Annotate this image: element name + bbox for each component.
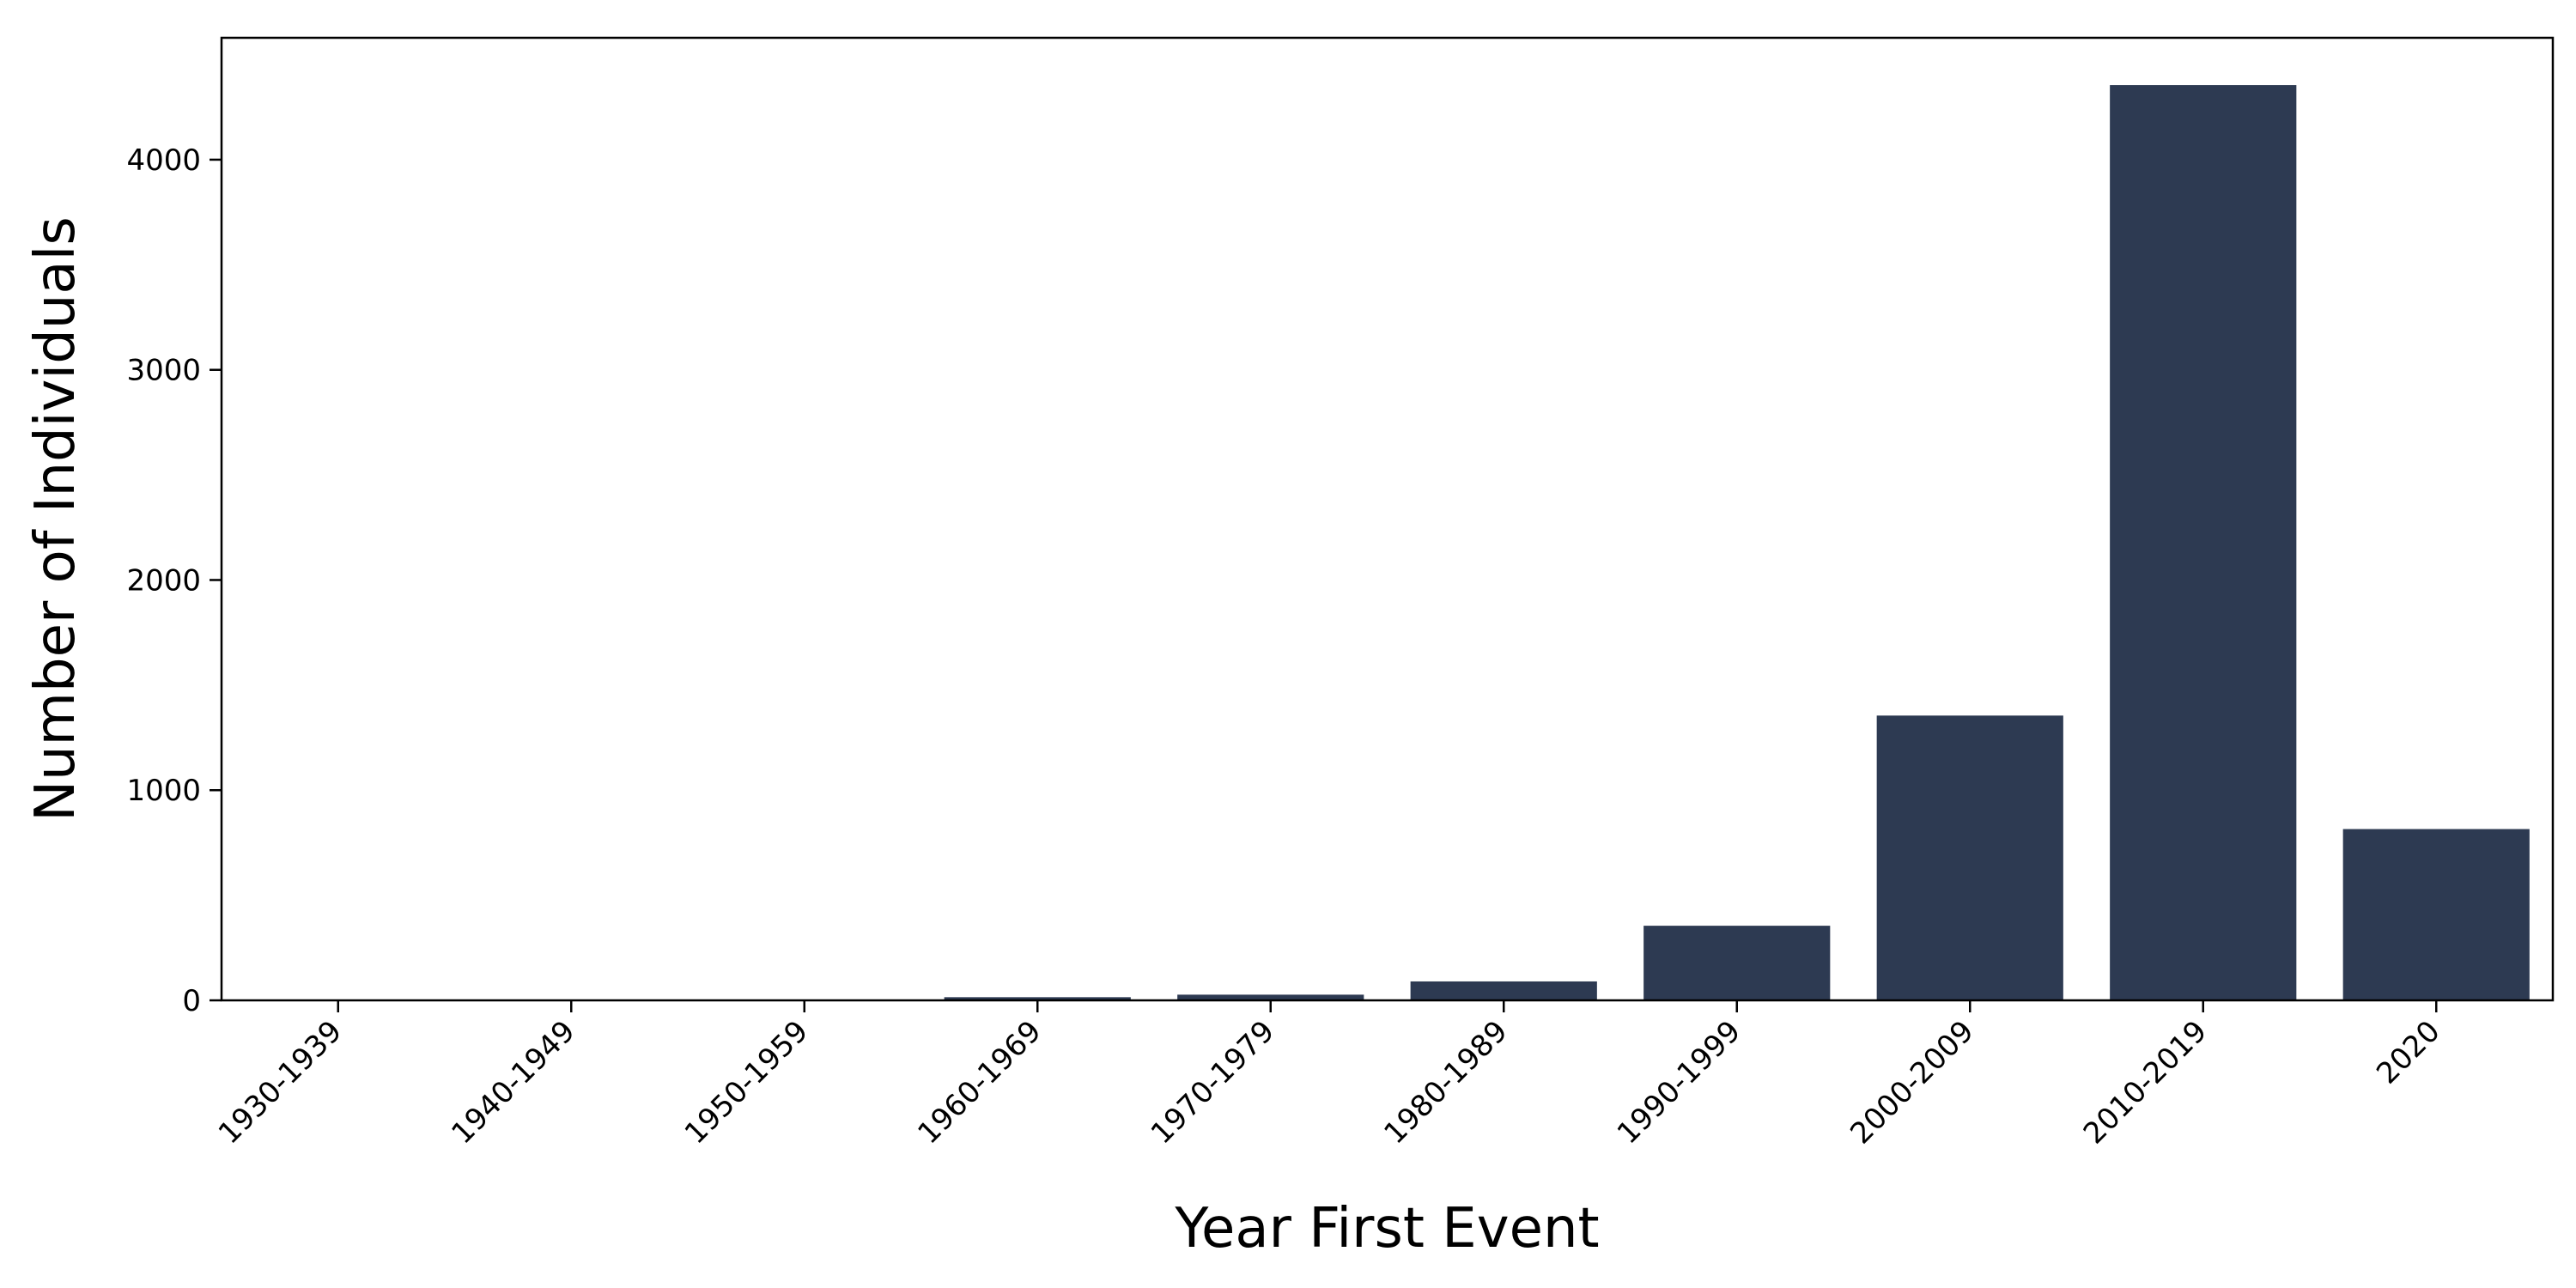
x-tick-label: 1990-1999 bbox=[1611, 1014, 1747, 1151]
x-tick-label: 2010-2019 bbox=[2077, 1014, 2214, 1151]
bar-2020 bbox=[2342, 829, 2530, 1000]
x-axis-ticks: 1930-1939 1940-1949 1950-1959 1960-1969 1970… bbox=[212, 1000, 2447, 1151]
plot-frame bbox=[220, 36, 2555, 1002]
y-tick-label: 1000 bbox=[126, 774, 201, 808]
x-tick-label: 2020 bbox=[2370, 1014, 2446, 1091]
y-tick-label: 2000 bbox=[126, 563, 201, 598]
bar-1990-1999 bbox=[1643, 926, 1831, 1000]
y-axis-label: Number of Individuals bbox=[24, 216, 88, 822]
bar-1960-1969 bbox=[944, 997, 1131, 1000]
x-tick-label: 1960-1969 bbox=[911, 1014, 1048, 1151]
y-axis-ticks: 0 1000 2000 3000 4000 bbox=[126, 143, 222, 1018]
y-tick-label: 4000 bbox=[126, 143, 201, 178]
x-tick-label: 1940-1949 bbox=[445, 1014, 581, 1151]
bar-1980-1989 bbox=[1410, 981, 1597, 1000]
bars-group bbox=[245, 85, 2530, 1001]
x-tick-label: 1950-1959 bbox=[678, 1014, 815, 1151]
x-tick-label: 1930-1939 bbox=[212, 1014, 349, 1151]
bar-2010-2019 bbox=[2110, 85, 2297, 1001]
x-axis-label: Year First Event bbox=[1174, 1197, 1599, 1261]
x-tick-label: 1970-1979 bbox=[1145, 1014, 1281, 1151]
x-tick-label: 1980-1989 bbox=[1377, 1014, 1514, 1151]
bar-1970-1979 bbox=[1177, 994, 1364, 1000]
y-tick-label: 0 bbox=[182, 984, 201, 1018]
bar-2000-2009 bbox=[1876, 715, 2063, 1000]
x-tick-label: 2000-2009 bbox=[1844, 1014, 1980, 1151]
y-tick-label: 3000 bbox=[126, 354, 201, 388]
